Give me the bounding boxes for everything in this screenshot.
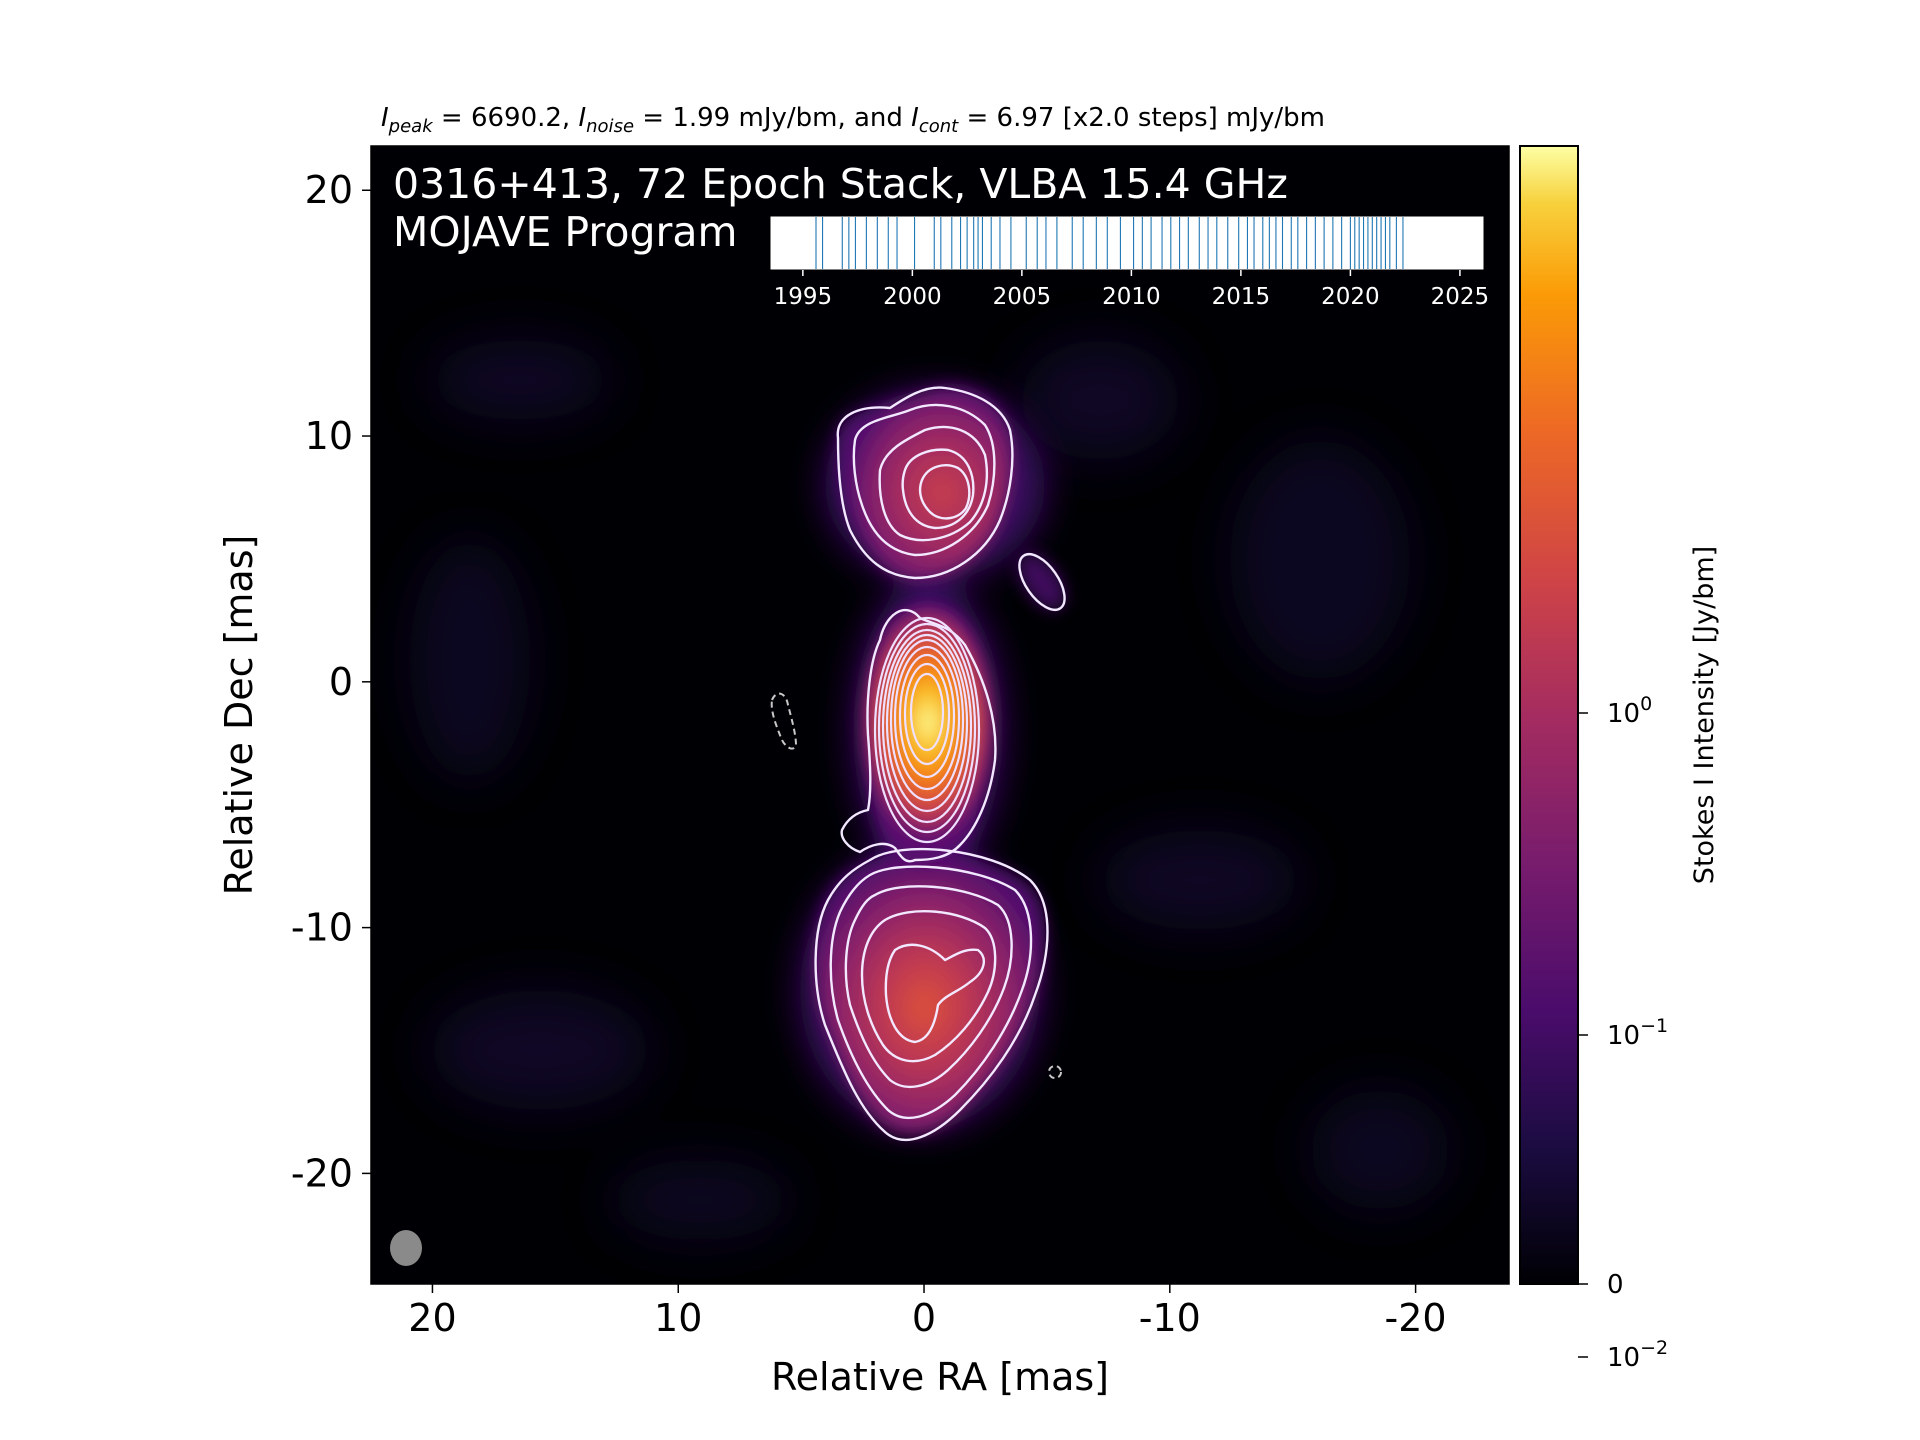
cont-symbol: I	[911, 103, 919, 133]
colorbar-label: Stokes I Intensity [Jy/bm]	[1689, 546, 1720, 884]
epoch-tick-label: 2000	[883, 284, 942, 310]
colorbar-tick-label: 10−2	[1607, 1337, 1668, 1373]
contour-core-6	[889, 638, 965, 802]
colorbar-ticks: 100 10−1 10−2 0	[1578, 693, 1668, 1373]
epoch-lines	[815, 217, 1404, 269]
beam-ellipse	[390, 1230, 422, 1266]
peak-value: = 6690.2,	[433, 103, 579, 133]
cont-subscript: cont	[919, 116, 959, 137]
x-tick-label: 0	[912, 1296, 936, 1340]
inset-title-line2: MOJAVE Program	[393, 208, 737, 256]
y-tick-label: -10	[291, 906, 353, 950]
contours	[836, 386, 1066, 863]
contours-south	[814, 847, 1049, 1142]
figure-header: Ipeak = 6690.2, Inoise = 1.99 mJy/bm, an…	[381, 103, 1325, 137]
x-tick-label: -20	[1385, 1296, 1447, 1340]
epoch-tick-label: 2015	[1212, 284, 1271, 310]
contour-core-4	[881, 628, 973, 824]
epoch-tick-label: 2020	[1321, 284, 1380, 310]
negative-contour-2	[1048, 1065, 1062, 1079]
epoch-tick-label: 2010	[1102, 284, 1161, 310]
negative-contours	[770, 692, 1062, 1079]
north-knot	[1018, 553, 1066, 611]
noise-symbol: I	[578, 103, 586, 133]
epoch-ticks: 1995 2000 2005 2010 2015 2020 2025	[774, 270, 1490, 310]
y-tick-label: 0	[329, 660, 353, 704]
noise-value: = 1.99 mJy/bm, and	[634, 103, 911, 133]
colorbar-tick-label: 100	[1607, 693, 1652, 729]
x-tick-label: 20	[408, 1296, 456, 1340]
contour-core-9	[903, 662, 951, 766]
contour-north-1	[836, 386, 1014, 580]
contour-core-10	[909, 672, 945, 752]
noise-subscript: noise	[586, 116, 634, 137]
peak-subscript: peak	[388, 116, 435, 137]
contour-core-3	[877, 622, 977, 834]
epoch-tick-label: 2005	[993, 284, 1052, 310]
contour-north-3	[878, 425, 989, 542]
cont-value: = 6.97 [x2.0 steps] mJy/bm	[958, 103, 1325, 133]
peak-symbol: I	[381, 103, 389, 133]
inset-title-line1: 0316+413, 72 Epoch Stack, VLBA 15.4 GHz	[393, 160, 1288, 208]
image-panel: 0316+413, 72 Epoch Stack, VLBA 15.4 GHz …	[370, 145, 1510, 1285]
colorbar: 100 10−1 10−2 0 Stokes I Intensity [Jy/bm]	[1519, 145, 1720, 1373]
epoch-timeline: 1995 2000 2005 2010 2015 2020 2025	[769, 215, 1490, 310]
contour-south-2	[829, 865, 1033, 1120]
contour-north-5	[918, 464, 971, 520]
x-axis: 20 10 0 -10 -20	[408, 1284, 1447, 1340]
south-lobe	[814, 853, 1045, 1134]
contour-south-5	[884, 943, 986, 1044]
y-axis-label: Relative Dec [mas]	[217, 535, 261, 896]
contours-core	[873, 616, 981, 844]
colorbar-tick-label: 10−1	[1607, 1015, 1668, 1051]
contour-south-4	[860, 910, 997, 1063]
contour-south-1	[814, 847, 1049, 1142]
contour-core-7	[893, 645, 961, 791]
epoch-timeline-box	[769, 215, 1485, 271]
contour-core-8	[898, 653, 956, 779]
epoch-tick-label: 2025	[1431, 284, 1490, 310]
contour-core-1	[840, 608, 997, 863]
contour-core-2	[873, 616, 981, 844]
background-noise	[410, 340, 1450, 1240]
epoch-tick-label: 1995	[774, 284, 833, 310]
y-tick-label: 20	[305, 168, 353, 212]
y-tick-label: -20	[291, 1151, 353, 1195]
colorbar-tick-label: 0	[1607, 1270, 1624, 1300]
x-axis-label: Relative RA [mas]	[771, 1355, 1109, 1399]
contour-north-2	[852, 403, 996, 557]
contour-core-5	[885, 633, 969, 813]
y-axis: 20 10 0 -10 -20	[291, 168, 371, 1195]
y-tick-label: 10	[305, 414, 353, 458]
x-tick-label: -10	[1139, 1296, 1201, 1340]
image-frame	[370, 145, 1510, 1285]
contour-north-4	[901, 448, 975, 530]
colorbar-fill	[1519, 145, 1579, 1285]
contour-south-3	[844, 885, 1013, 1088]
contour-north-knot	[1018, 553, 1066, 611]
x-tick-label: 10	[654, 1296, 702, 1340]
